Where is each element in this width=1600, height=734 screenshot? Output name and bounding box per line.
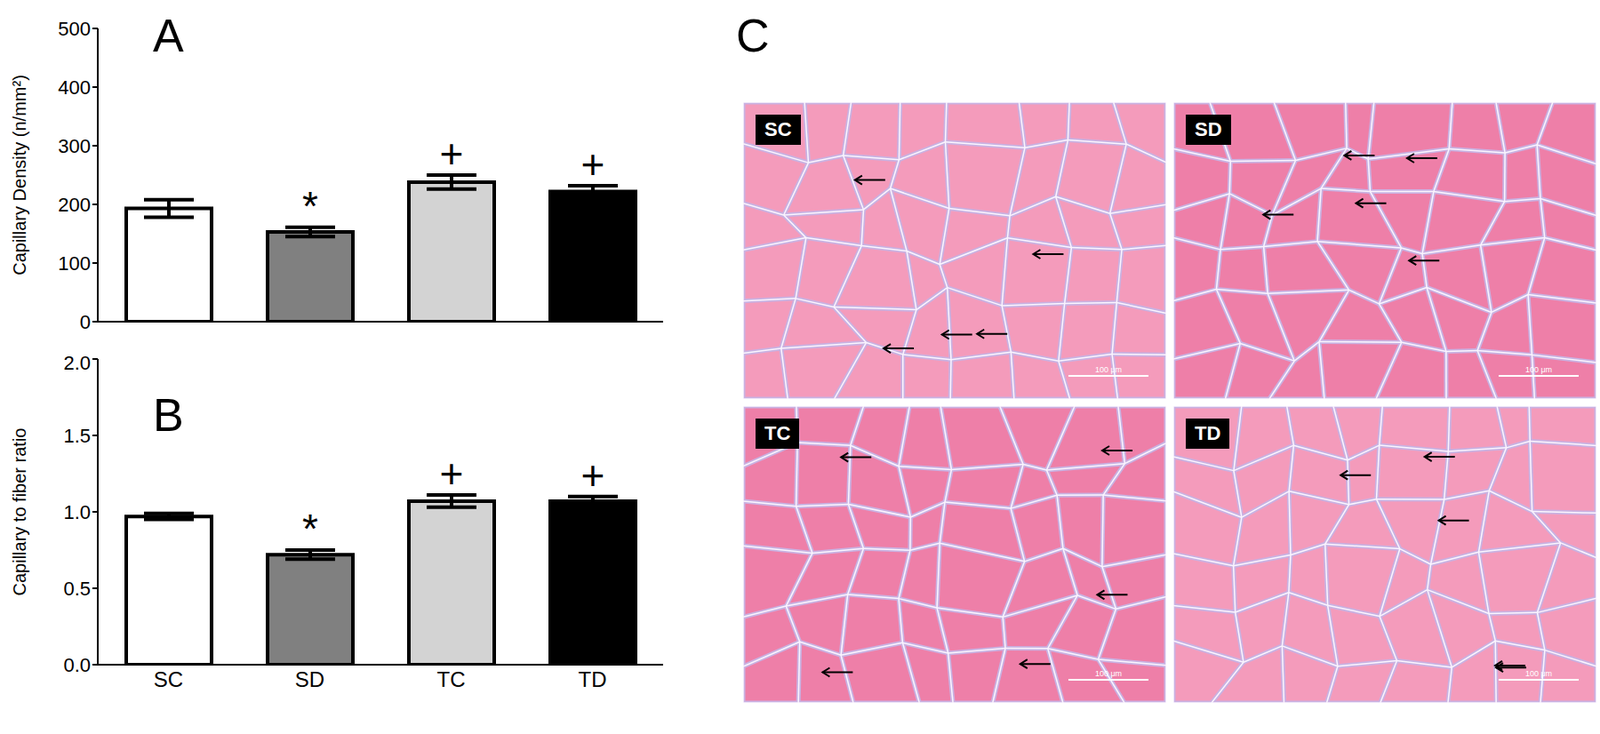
html-text:TD: TD bbox=[1194, 422, 1221, 445]
svg-text:100 μm: 100 μm bbox=[1095, 669, 1122, 679]
svg-text:0: 0 bbox=[80, 311, 91, 334]
svg-text:100 μm: 100 μm bbox=[1525, 365, 1552, 375]
svg-text:100 μm: 100 μm bbox=[1525, 669, 1552, 679]
svg-text:0.5: 0.5 bbox=[63, 577, 91, 600]
svg-text:TC: TC bbox=[437, 667, 466, 692]
html-text:B: B bbox=[152, 389, 184, 441]
svg-text:Capillary to fiber ratio: Capillary to fiber ratio bbox=[9, 428, 30, 597]
svg-text:400: 400 bbox=[57, 76, 91, 99]
svg-text:+: + bbox=[440, 450, 464, 497]
svg-text:*: * bbox=[302, 183, 319, 230]
svg-text:*: * bbox=[302, 505, 319, 552]
svg-text:300: 300 bbox=[57, 135, 91, 158]
html-text:SD: SD bbox=[1194, 118, 1222, 141]
svg-text:+: + bbox=[440, 130, 464, 177]
svg-text:1.0: 1.0 bbox=[63, 501, 91, 524]
svg-text:+: + bbox=[581, 452, 606, 499]
html-text:SC: SC bbox=[764, 118, 792, 141]
html-text:TC: TC bbox=[764, 422, 791, 445]
svg-text:500: 500 bbox=[57, 17, 91, 40]
svg-text:100: 100 bbox=[57, 252, 91, 275]
svg-text:SD: SD bbox=[295, 667, 325, 692]
svg-text:SC: SC bbox=[153, 667, 184, 692]
svg-text:2.0: 2.0 bbox=[63, 352, 91, 375]
html-text:A: A bbox=[152, 9, 184, 62]
svg-text:TD: TD bbox=[578, 667, 608, 692]
html-text:C: C bbox=[736, 9, 770, 62]
svg-text:Capillary Density (n/mm²): Capillary Density (n/mm²) bbox=[9, 74, 30, 276]
svg-text:1.5: 1.5 bbox=[63, 424, 91, 448]
svg-text:100 μm: 100 μm bbox=[1095, 365, 1122, 375]
svg-text:+: + bbox=[581, 141, 606, 188]
svg-text:200: 200 bbox=[57, 193, 91, 216]
svg-text:0.0: 0.0 bbox=[63, 654, 91, 677]
